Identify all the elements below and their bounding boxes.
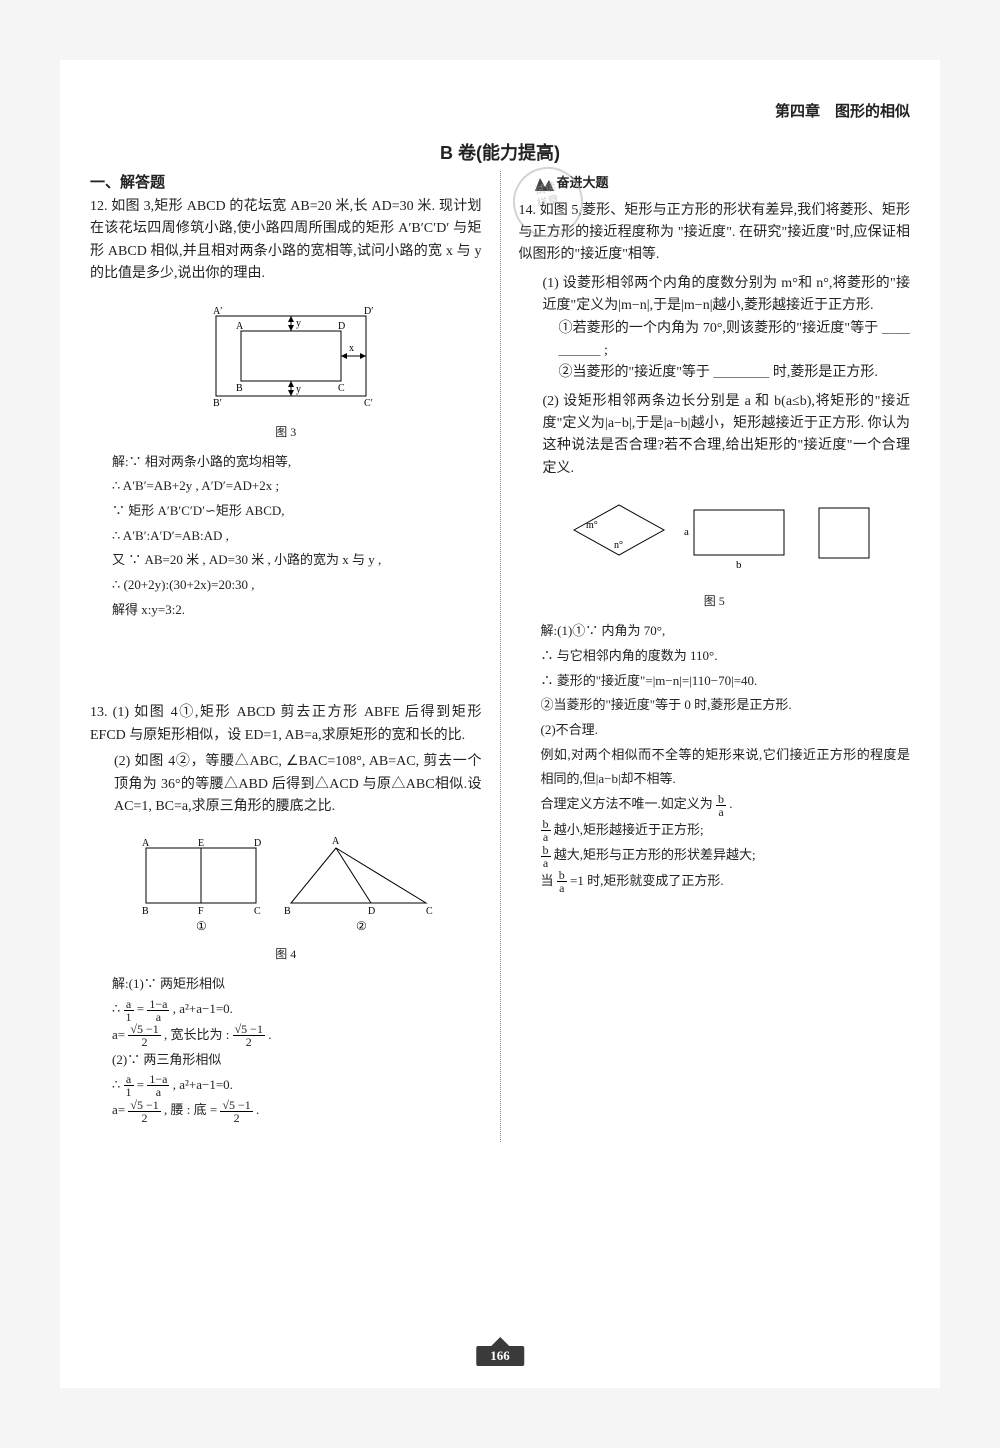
svg-text:n°: n° bbox=[614, 540, 623, 551]
q14-solution: 解:(1)①∵ 内角为 70°, ∴ 与它相邻内角的度数为 110°. ∴ 菱形… bbox=[519, 619, 911, 894]
fig5-label: 图 5 bbox=[519, 592, 911, 609]
q13-p1: 13. (1) 如图 4①,矩形 ABCD 剪去正方形 ABFE 后得到矩形 E… bbox=[90, 702, 482, 747]
fig4-label: 图 4 bbox=[90, 945, 482, 962]
figure-3: A′ D′ B′ C′ A D B C y bbox=[90, 296, 482, 440]
q14-p1a: ①若菱形的一个内角为 70°,则该菱形的"接近度"等于 ＿＿＿＿＿ ; bbox=[519, 318, 911, 363]
svg-text:D′: D′ bbox=[364, 306, 373, 317]
q14-p1b: ②当菱形的"接近度"等于 ＿＿＿＿ 时,菱形是正方形. bbox=[519, 362, 911, 384]
svg-text:F: F bbox=[198, 906, 204, 917]
svg-text:B: B bbox=[284, 906, 291, 917]
q14-p1: (1) 设菱形相邻两个内角的度数分别为 m°和 n°,将菱形的"接近度"定义为|… bbox=[519, 273, 911, 318]
section-title: B 卷(能力提高) bbox=[90, 139, 910, 165]
q13-p2: (2) 如图 4②，等腰△ABC, ∠BAC=108°, AB=AC, 剪去一个… bbox=[90, 751, 482, 818]
figure-4: A E D B F C ① A B D C ② bbox=[90, 828, 482, 962]
svg-text:A: A bbox=[142, 838, 150, 849]
svg-text:A: A bbox=[236, 321, 244, 332]
q12-text: 12. 如图 3,矩形 ABCD 的花坛宽 AB=20 米,长 AD=30 米.… bbox=[90, 196, 482, 286]
svg-text:b: b bbox=[736, 559, 742, 571]
figure-5: m° n° b a 图 5 bbox=[519, 490, 911, 609]
svg-text:m°: m° bbox=[586, 520, 598, 531]
q12-solution: 解:∵ 相对两条小路的宽均相等, ∴ A′B′=AB+2y , A′D′=AD+… bbox=[90, 450, 482, 623]
svg-text:C′: C′ bbox=[364, 398, 373, 409]
svg-text:A′: A′ bbox=[213, 306, 222, 317]
svg-text:C: C bbox=[426, 906, 433, 917]
question-14: 14. 如图 5,菱形、矩形与正方形的形状有差异,我们将菱形、矩形与正方形的接近… bbox=[519, 200, 911, 895]
svg-text:x: x bbox=[349, 343, 354, 354]
sub-heading: 一、解答题 bbox=[90, 171, 482, 192]
svg-text:①: ① bbox=[196, 919, 207, 933]
svg-text:a: a bbox=[684, 526, 689, 538]
svg-text:B′: B′ bbox=[213, 398, 222, 409]
svg-text:B: B bbox=[236, 383, 243, 394]
svg-text:D: D bbox=[368, 906, 375, 917]
badge: 奋进大题 bbox=[519, 171, 617, 194]
svg-text:C: C bbox=[338, 383, 345, 394]
fig3-label: 图 3 bbox=[90, 423, 482, 440]
svg-text:②: ② bbox=[356, 919, 367, 933]
page-number: 166 bbox=[476, 1346, 524, 1366]
svg-text:C: C bbox=[254, 906, 261, 917]
svg-text:y: y bbox=[296, 384, 301, 395]
svg-text:y: y bbox=[296, 318, 301, 329]
svg-text:D: D bbox=[254, 838, 261, 849]
svg-text:A: A bbox=[332, 836, 340, 847]
page-header: 第四章 图形的相似 bbox=[90, 100, 910, 121]
question-12: 12. 如图 3,矩形 ABCD 的花坛宽 AB=20 米,长 AD=30 米.… bbox=[90, 196, 482, 622]
svg-text:D: D bbox=[338, 321, 345, 332]
svg-text:B: B bbox=[142, 906, 149, 917]
svg-text:E: E bbox=[198, 838, 204, 849]
question-13: 13. (1) 如图 4①,矩形 ABCD 剪去正方形 ABFE 后得到矩形 E… bbox=[90, 702, 482, 1123]
q14-intro: 14. 如图 5,菱形、矩形与正方形的形状有差异,我们将菱形、矩形与正方形的接近… bbox=[519, 200, 911, 267]
q13-solution: 解:(1)∵ 两矩形相似 ∴ a1 = 1−aa , a²+a−1=0. a= … bbox=[90, 972, 482, 1123]
q14-p2: (2) 设矩形相邻两条边长分别是 a 和 b(a≤b),将矩形的"接近度"定义为… bbox=[519, 391, 911, 481]
